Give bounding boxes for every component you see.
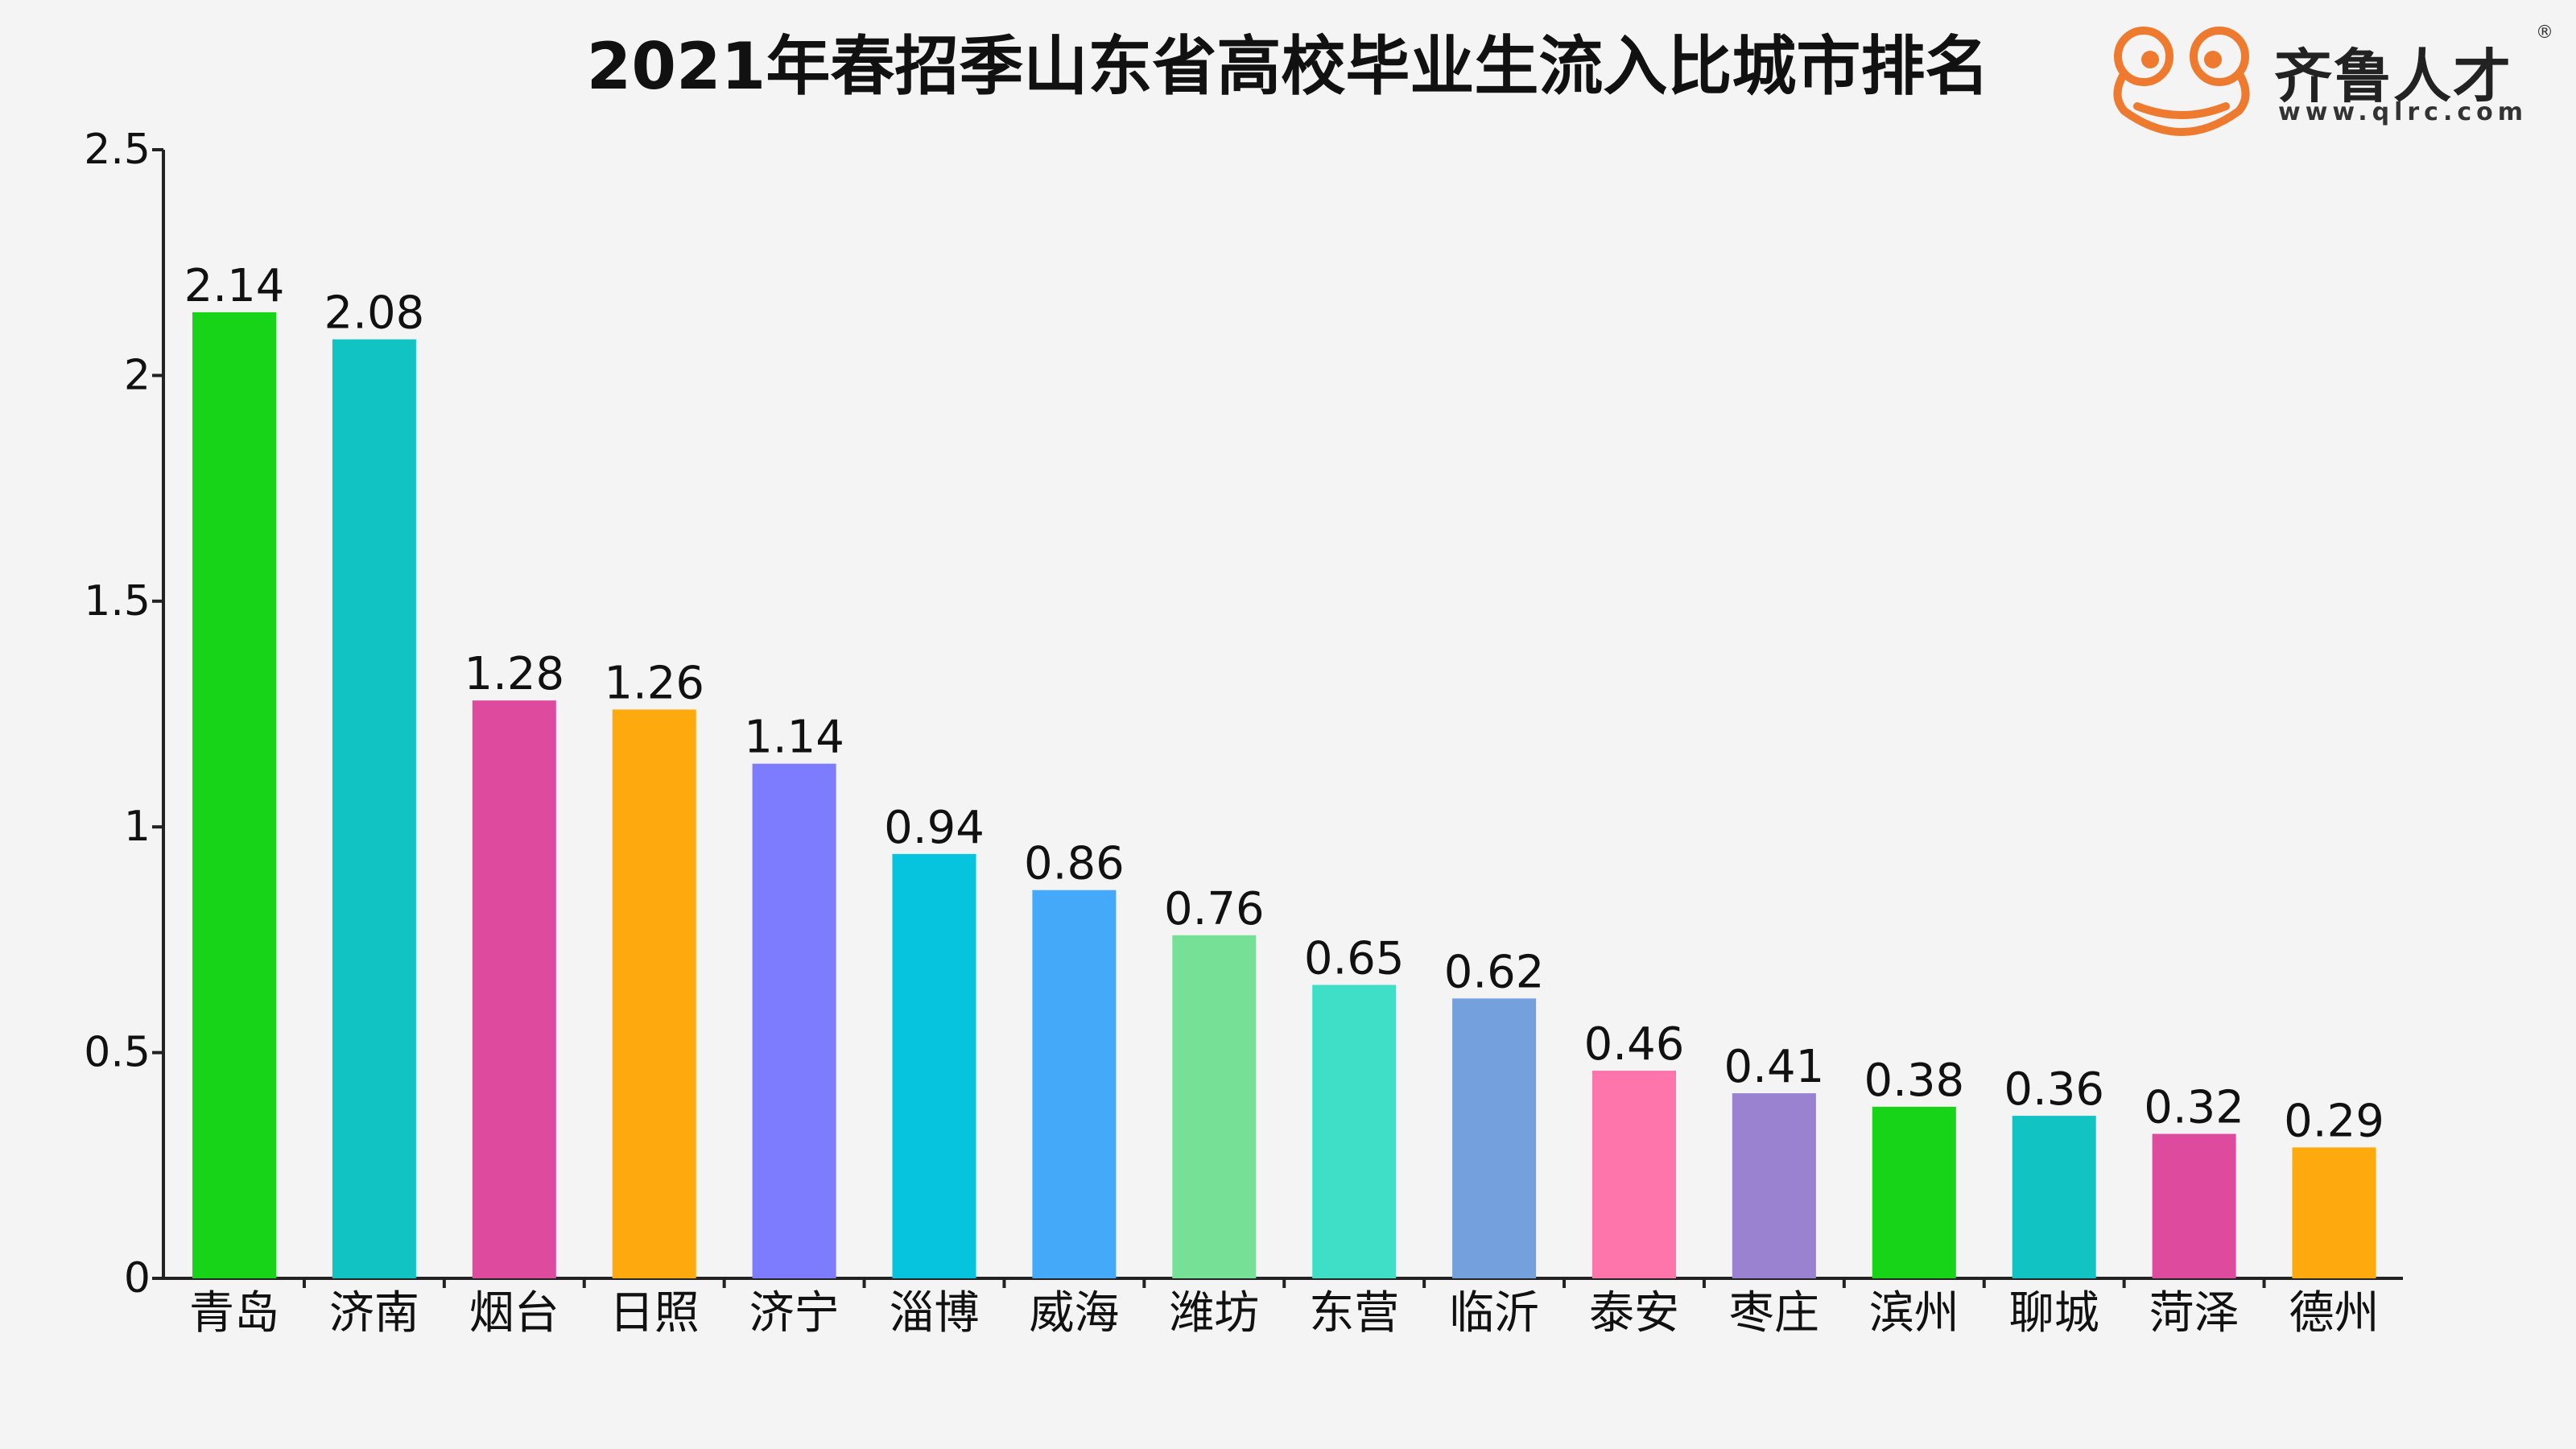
bar	[1732, 1093, 1816, 1278]
bar	[2152, 1133, 2236, 1278]
bar	[752, 763, 836, 1278]
y-tick-label: 1	[124, 803, 151, 851]
bar	[1312, 985, 1397, 1278]
bar	[1172, 935, 1257, 1278]
x-category-label: 烟台	[469, 1287, 559, 1340]
x-category-label: 济宁	[749, 1287, 840, 1340]
x-category-label: 临沂	[1449, 1287, 1539, 1340]
bar	[192, 312, 276, 1279]
bar-value-label: 2.14	[184, 260, 285, 312]
x-category-label: 聊城	[2009, 1287, 2099, 1340]
x-category-label: 潍坊	[1169, 1287, 1259, 1340]
y-tick-label: 0.5	[84, 1029, 151, 1077]
bar	[1032, 890, 1117, 1278]
bar-value-label: 0.32	[2144, 1082, 2244, 1134]
x-category-label: 德州	[2289, 1287, 2380, 1340]
x-category-label: 青岛	[189, 1287, 279, 1340]
x-category-label: 泰安	[1589, 1287, 1679, 1340]
chart-title: 2021年春招季山东省高校毕业生流入比城市排名	[586, 29, 1990, 104]
y-tick-label: 2.5	[84, 126, 151, 174]
bar	[332, 339, 416, 1278]
bar	[472, 700, 556, 1278]
frog-icon	[2113, 27, 2250, 136]
x-category-label: 日照	[609, 1287, 700, 1340]
bar-value-label: 0.86	[1024, 838, 1125, 890]
x-category-label: 济南	[329, 1287, 419, 1340]
bar-value-label: 1.14	[744, 712, 844, 764]
bar-value-label: 1.26	[604, 657, 704, 709]
bar-value-label: 0.46	[1584, 1018, 1685, 1071]
bar-value-label: 0.36	[2004, 1063, 2104, 1116]
x-category-label: 菏泽	[2149, 1287, 2240, 1340]
x-category-label: 枣庄	[1729, 1287, 1819, 1340]
x-category-label: 淄博	[890, 1287, 980, 1340]
brand-logo: 齐鲁人才 ® www.qlrc.com	[2105, 23, 2556, 143]
bar	[2292, 1147, 2376, 1278]
registered-mark: ®	[2536, 23, 2553, 43]
bar-value-label: 0.65	[1304, 932, 1405, 985]
bar-value-label: 0.76	[1164, 883, 1265, 935]
x-category-label: 东营	[1309, 1287, 1399, 1340]
bar-value-label: 0.38	[1864, 1055, 1964, 1107]
chart-bars	[192, 312, 2376, 1279]
y-tick-label: 0	[124, 1254, 151, 1302]
logo-url: www.qlrc.com	[2278, 98, 2529, 126]
bar-value-label: 0.62	[1444, 946, 1545, 998]
x-category-label: 威海	[1029, 1287, 1119, 1340]
bar-value-label: 0.94	[884, 802, 985, 854]
bar-value-label: 2.08	[324, 287, 425, 340]
y-tick-label: 1.5	[84, 577, 151, 625]
bar	[612, 709, 696, 1278]
logo-name: 齐鲁人才	[2274, 43, 2513, 110]
bar-value-label: 1.28	[464, 648, 564, 700]
bar-value-label: 0.29	[2284, 1095, 2384, 1147]
bar	[1872, 1106, 1956, 1278]
x-category-label: 滨州	[1869, 1287, 1959, 1340]
bar	[892, 853, 976, 1278]
bar	[1452, 998, 1537, 1278]
chart-labels: 青岛 2.14 济南 2.08 烟台 1.28 日照 1.26 济宁 1.14 淄博 0.94 威海 0.…	[184, 260, 2384, 1340]
bar-value-label: 0.41	[1724, 1041, 1825, 1093]
bar	[2012, 1116, 2096, 1278]
bar	[1592, 1071, 1676, 1278]
y-tick-label: 2	[124, 351, 151, 399]
